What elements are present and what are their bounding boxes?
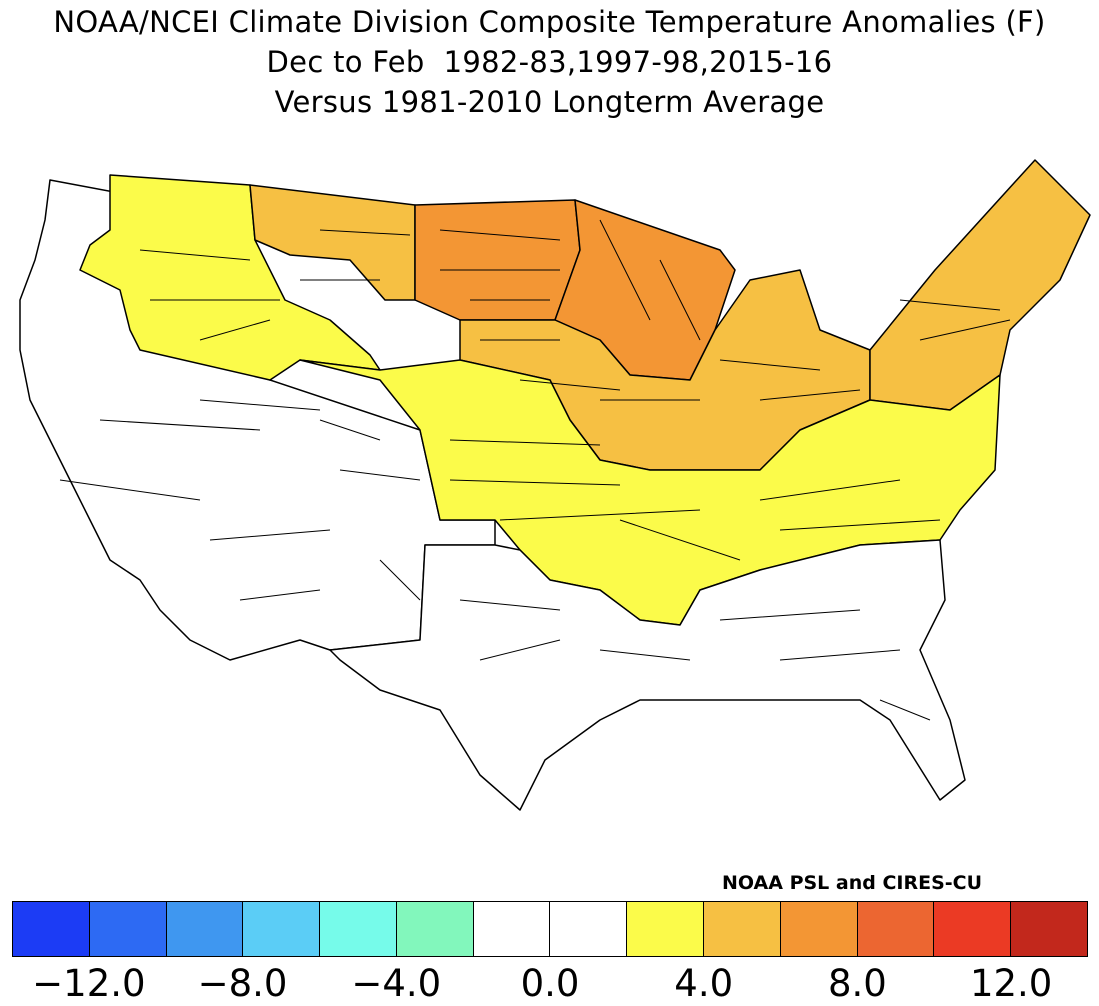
colorbar-cell xyxy=(13,902,90,956)
colorbar-tick-label: 8.0 xyxy=(828,962,887,1005)
colorbar-cell xyxy=(1011,902,1087,956)
colorbar-ticks: −12.0 −8.0 −4.0 0.0 4.0 8.0 12.0 xyxy=(0,962,1099,1006)
colorbar-cell xyxy=(704,902,781,956)
us-climate-division-map xyxy=(19,159,1091,811)
colorbar-cell xyxy=(857,902,935,956)
colorbar-cell xyxy=(934,902,1012,956)
colorbar-tick-label: −12.0 xyxy=(32,962,146,1005)
colorbar-cell xyxy=(396,902,474,956)
map-region-pacific-northwest xyxy=(79,174,381,381)
colorbar xyxy=(12,901,1088,957)
map-region-central-plains xyxy=(299,359,1001,626)
map-region-northeast xyxy=(869,159,1091,411)
colorbar-cell xyxy=(780,902,858,956)
map-title: NOAA/NCEI Climate Division Composite Tem… xyxy=(0,2,1099,122)
title-line-2: Dec to Feb 1982-83,1997-98,2015-16 xyxy=(266,45,833,79)
map-region-northern-plains xyxy=(414,199,581,321)
credit-label: NOAA PSL and CIRES-CU xyxy=(722,872,983,894)
map-region-south xyxy=(329,539,966,811)
colorbar-cell xyxy=(89,902,167,956)
colorbar-tick-label: 4.0 xyxy=(674,962,734,1005)
colorbar-tick-label: −4.0 xyxy=(351,962,442,1005)
colorbar-tick-label: −8.0 xyxy=(197,962,288,1005)
colorbar-cell xyxy=(320,902,397,956)
colorbar-cell xyxy=(473,902,551,956)
colorbar-tick-label: 12.0 xyxy=(969,962,1053,1005)
division-lines xyxy=(59,219,1011,721)
title-line-3: Versus 1981-2010 Longterm Average xyxy=(274,85,825,119)
colorbar-cell xyxy=(243,902,321,956)
colorbar-cell xyxy=(166,902,244,956)
colorbar-cell xyxy=(550,902,628,956)
colorbar-cell xyxy=(627,902,705,956)
title-line-1: NOAA/NCEI Climate Division Composite Tem… xyxy=(53,5,1046,39)
colorbar-tick-label: 0.0 xyxy=(520,962,580,1005)
